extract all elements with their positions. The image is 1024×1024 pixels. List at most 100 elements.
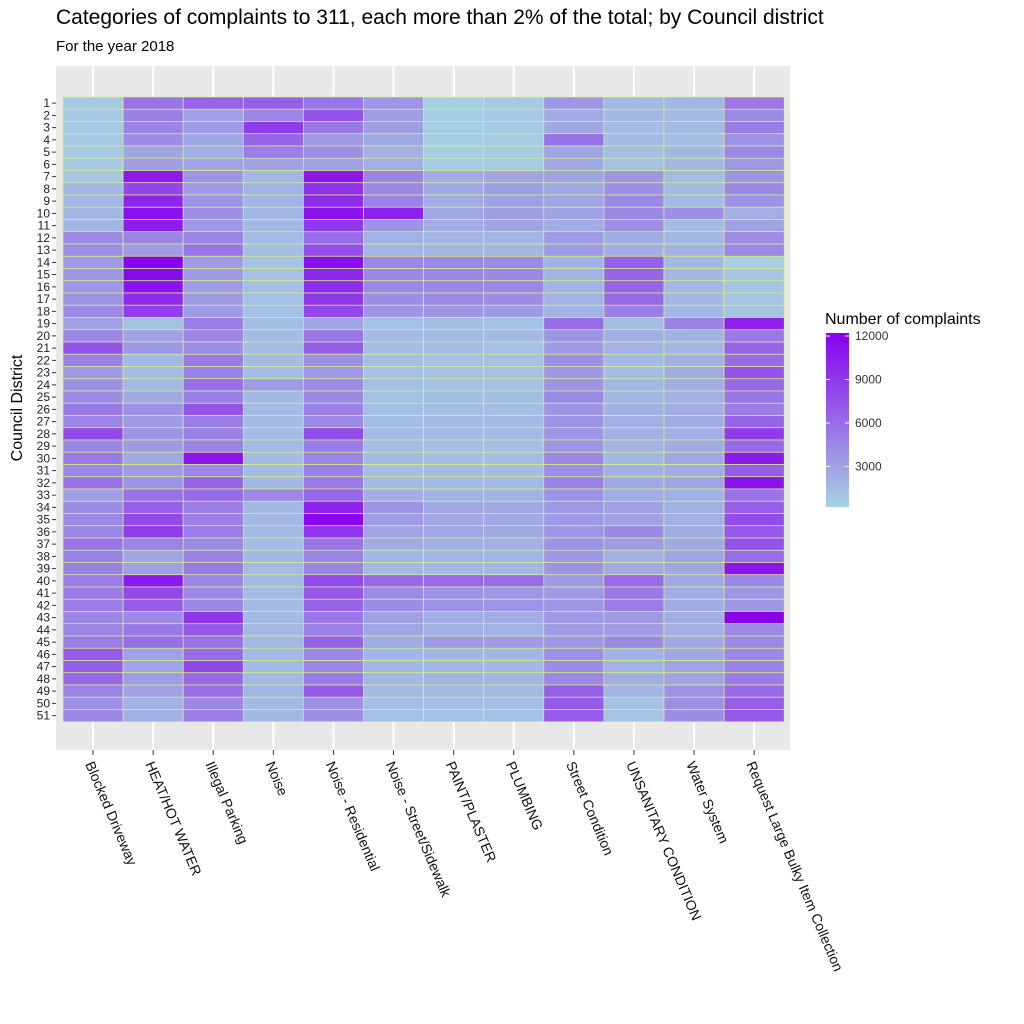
- heatmap-cell: [182, 206, 244, 220]
- heatmap-cell: [303, 709, 364, 723]
- heatmap-cell: [242, 145, 304, 159]
- heatmap-cell: [603, 623, 665, 637]
- heatmap-cell: [423, 513, 485, 527]
- heatmap-cell: [363, 194, 424, 208]
- heatmap-cell: [543, 378, 605, 392]
- heatmap-cell: [303, 574, 364, 588]
- heatmap-cell: [723, 684, 785, 698]
- heatmap-cell: [62, 672, 124, 686]
- heatmap-cell: [483, 329, 545, 343]
- heatmap-cell: [663, 353, 725, 367]
- y-tick-label: 28: [37, 427, 51, 441]
- heatmap-cell: [723, 415, 785, 429]
- heatmap-cell: [242, 121, 304, 135]
- heatmap-cell: [423, 549, 485, 563]
- heatmap-cell: [182, 500, 244, 514]
- heatmap-cell: [663, 635, 725, 649]
- heatmap-cell: [663, 709, 725, 723]
- heatmap-cell: [423, 402, 485, 416]
- heatmap-cell: [363, 329, 424, 343]
- heatmap-cell: [363, 170, 424, 184]
- y-tick-label: 17: [37, 292, 51, 306]
- heatmap-cell: [122, 635, 184, 649]
- heatmap-cell: [242, 647, 304, 661]
- heatmap-cell: [363, 378, 424, 392]
- heatmap-cell: [543, 574, 605, 588]
- heatmap-cell: [603, 182, 665, 196]
- heatmap-cell: [543, 182, 605, 196]
- heatmap-cell: [122, 378, 184, 392]
- heatmap-cell: [122, 476, 184, 490]
- heatmap-cell: [423, 96, 485, 110]
- legend-tick-label: 3000: [855, 460, 882, 474]
- heatmap-cell: [363, 464, 424, 478]
- heatmap-cell: [242, 635, 304, 649]
- heatmap-cell: [62, 513, 124, 527]
- heatmap-cell: [242, 415, 304, 429]
- heatmap-cell: [543, 402, 605, 416]
- heatmap-cell: [242, 500, 304, 514]
- x-tick-label: Street Condition: [563, 759, 617, 858]
- heatmap-cell: [603, 255, 665, 269]
- heatmap-cell: [543, 439, 605, 453]
- heatmap-cell: [182, 255, 244, 269]
- heatmap-cell: [423, 378, 485, 392]
- heatmap-cell: [62, 133, 124, 147]
- heatmap-cell: [603, 341, 665, 355]
- heatmap-cell: [182, 672, 244, 686]
- y-tick-label: 48: [37, 672, 51, 686]
- heatmap-cell: [62, 439, 124, 453]
- heatmap-cell: [363, 562, 424, 576]
- heatmap-cell: [62, 280, 124, 294]
- heatmap-cell: [543, 513, 605, 527]
- y-tick-label: 49: [37, 684, 51, 698]
- heatmap-cell: [543, 390, 605, 404]
- heatmap-cell: [363, 366, 424, 380]
- heatmap-cell: [363, 96, 424, 110]
- heatmap-cell: [423, 647, 485, 661]
- heatmap-cell: [483, 145, 545, 159]
- heatmap-cell: [182, 219, 244, 233]
- heatmap-cell: [122, 96, 184, 110]
- heatmap-cell: [423, 366, 485, 380]
- heatmap-cell: [363, 182, 424, 196]
- heatmap-cell: [723, 353, 785, 367]
- heatmap-cell: [723, 623, 785, 637]
- heatmap-cell: [603, 108, 665, 122]
- heatmap-cell: [303, 660, 364, 674]
- heatmap-cell: [663, 292, 725, 306]
- y-tick-label: 22: [37, 353, 51, 367]
- heatmap-cell: [182, 696, 244, 710]
- y-tick-label: 45: [37, 635, 51, 649]
- y-axis-ticks: 1234567891011121314151617181920212223242…: [37, 96, 56, 723]
- heatmap-cell: [182, 121, 244, 135]
- heatmap-cell: [363, 133, 424, 147]
- heatmap-cell: [122, 696, 184, 710]
- heatmap-cell: [663, 182, 725, 196]
- heatmap-cell: [303, 268, 364, 282]
- heatmap-cell: [483, 182, 545, 196]
- y-tick-label: 14: [37, 255, 51, 269]
- heatmap-cell: [723, 427, 785, 441]
- heatmap-cell: [603, 292, 665, 306]
- heatmap-cell: [603, 427, 665, 441]
- heatmap-cell: [303, 647, 364, 661]
- heatmap-cell: [122, 500, 184, 514]
- y-tick-label: 15: [37, 268, 51, 282]
- heatmap-cell: [363, 390, 424, 404]
- heatmap-cell: [363, 537, 424, 551]
- heatmap-cell: [182, 623, 244, 637]
- heatmap-cell: [363, 341, 424, 355]
- heatmap-cell: [182, 378, 244, 392]
- heatmap-cell: [603, 219, 665, 233]
- heatmap-cell: [363, 647, 424, 661]
- heatmap-cell: [363, 121, 424, 135]
- heatmap-cell: [303, 292, 364, 306]
- heatmap-cell: [663, 660, 725, 674]
- heatmap-cell: [543, 672, 605, 686]
- y-tick-label: 32: [37, 476, 51, 490]
- heatmap-cell: [603, 586, 665, 600]
- heatmap-cell: [603, 611, 665, 625]
- heatmap-cell: [423, 439, 485, 453]
